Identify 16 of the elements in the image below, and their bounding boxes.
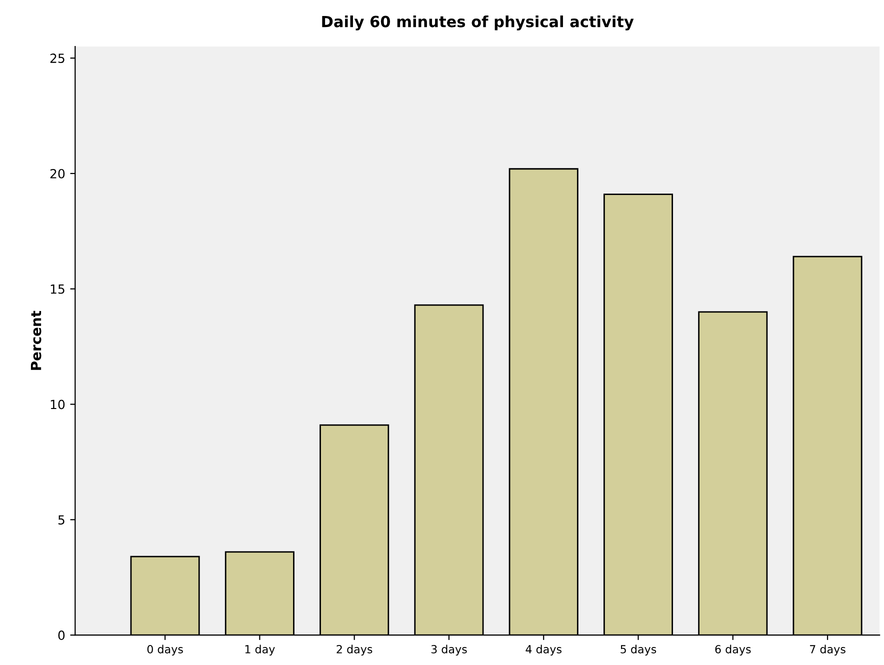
y-tick-label: 10 [50,400,65,410]
y-tick-label: 20 [50,168,65,178]
x-tick-label: 4 days [526,644,562,656]
y-tick-label: 15 [50,284,64,294]
y-tick-label: 0 [58,630,65,640]
x-tick-label: 0 days [147,644,183,656]
x-tick-label: 6 days [715,644,751,656]
x-tick-label: 3 days [431,644,467,656]
y-tick-label: 5 [58,515,64,525]
chart-title: Daily 60 minutes of physical activity [322,15,634,30]
x-tick-label: 2 days [336,644,372,656]
y-axis-title: Percent [30,310,42,370]
x-tick-label: 5 days [620,644,656,656]
x-tick-label: 7 days [810,644,846,656]
x-tick-label: 1 day [245,644,275,656]
y-tick-label: 25 [50,54,64,64]
